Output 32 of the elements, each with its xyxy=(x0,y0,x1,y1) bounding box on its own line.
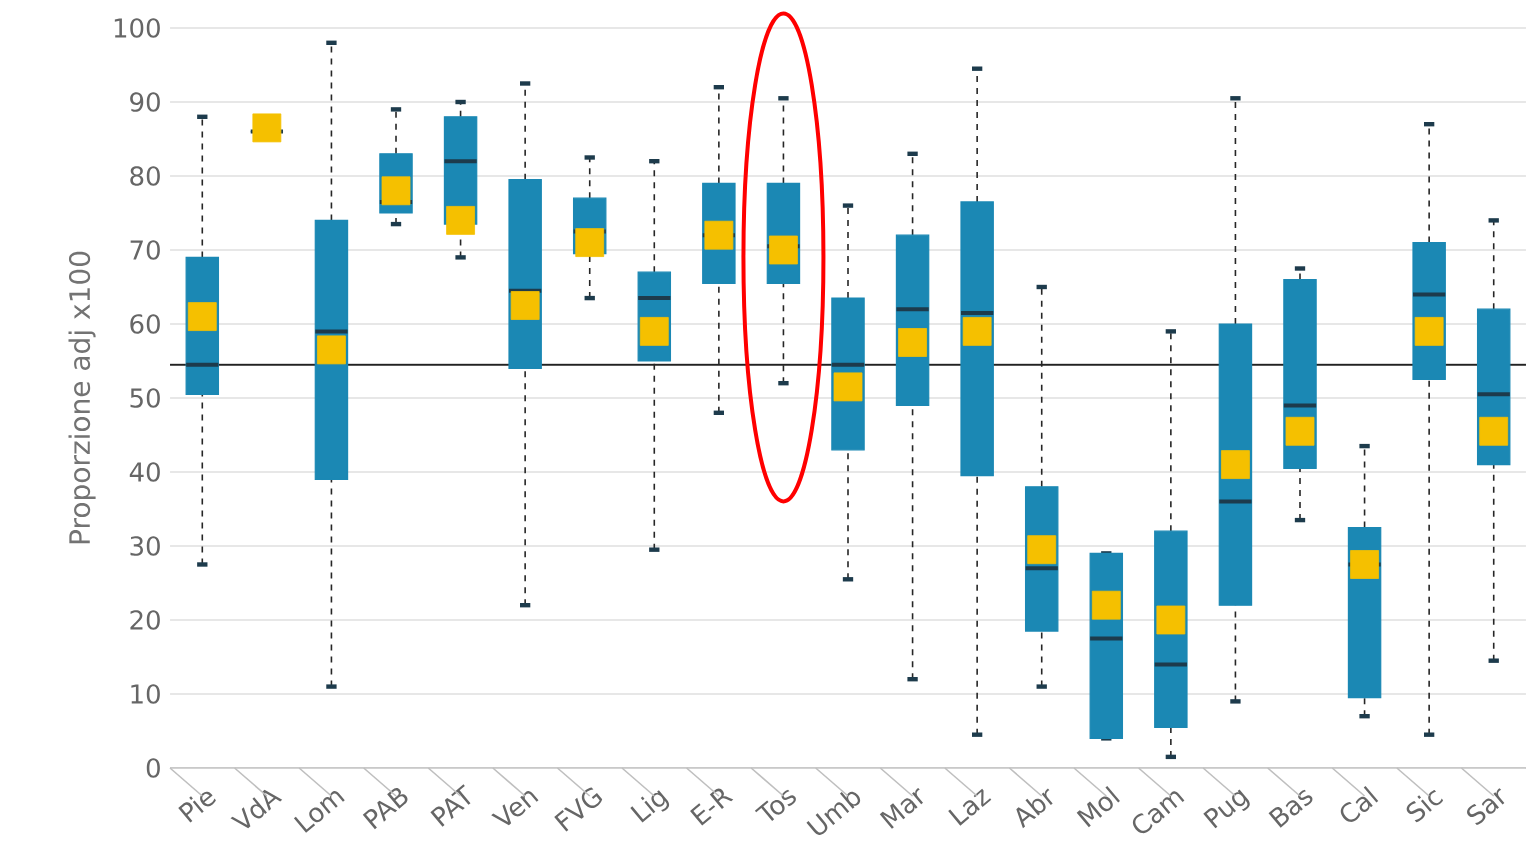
x-tick-label: Laz xyxy=(948,788,992,826)
y-tick-label: 100 xyxy=(114,18,160,38)
y-tick-label: 40 xyxy=(129,462,160,482)
x-tick-label: Umb xyxy=(806,791,861,835)
x-tick-label: Cam xyxy=(1132,791,1185,834)
y-tick-label: 0 xyxy=(146,758,160,778)
y-tick-label: 20 xyxy=(130,610,160,630)
x-tick-label: Lom xyxy=(293,791,345,833)
y-axis-title: Proporzione adj x100 xyxy=(68,251,96,544)
x-tick-label: VdA xyxy=(230,789,283,829)
y-tick-label: 60 xyxy=(130,314,160,334)
x-tick-label: Mar xyxy=(879,787,924,829)
x-tick-label: Ven xyxy=(491,791,539,826)
y-tick-label: 10 xyxy=(131,684,160,704)
x-tick-label: Lig xyxy=(630,790,670,823)
x-tick-label: E-R xyxy=(690,788,734,826)
x-tick-label: Sar xyxy=(1467,788,1505,826)
x-tick-label: Pie xyxy=(178,791,216,823)
y-tick-label: 70 xyxy=(130,240,160,260)
y-tick-label: 90 xyxy=(130,92,160,112)
x-tick-label: PAB xyxy=(362,788,408,830)
x-tick-label: Abr xyxy=(1016,788,1053,829)
y-tick-label: 30 xyxy=(130,536,160,556)
x-tick-label: Pug xyxy=(1203,789,1250,829)
x-tick-label: Tos xyxy=(754,789,796,821)
y-tick-label: 50 xyxy=(130,388,160,408)
x-tick-label: Mol xyxy=(1076,785,1120,828)
x-tick-label: Bas xyxy=(1268,789,1313,828)
y-tick-label: 80 xyxy=(130,166,160,186)
x-tick-label: PAT xyxy=(430,784,471,827)
x-tick-label: Cal xyxy=(1340,785,1379,822)
x-tick-label: Sic xyxy=(1406,790,1444,823)
